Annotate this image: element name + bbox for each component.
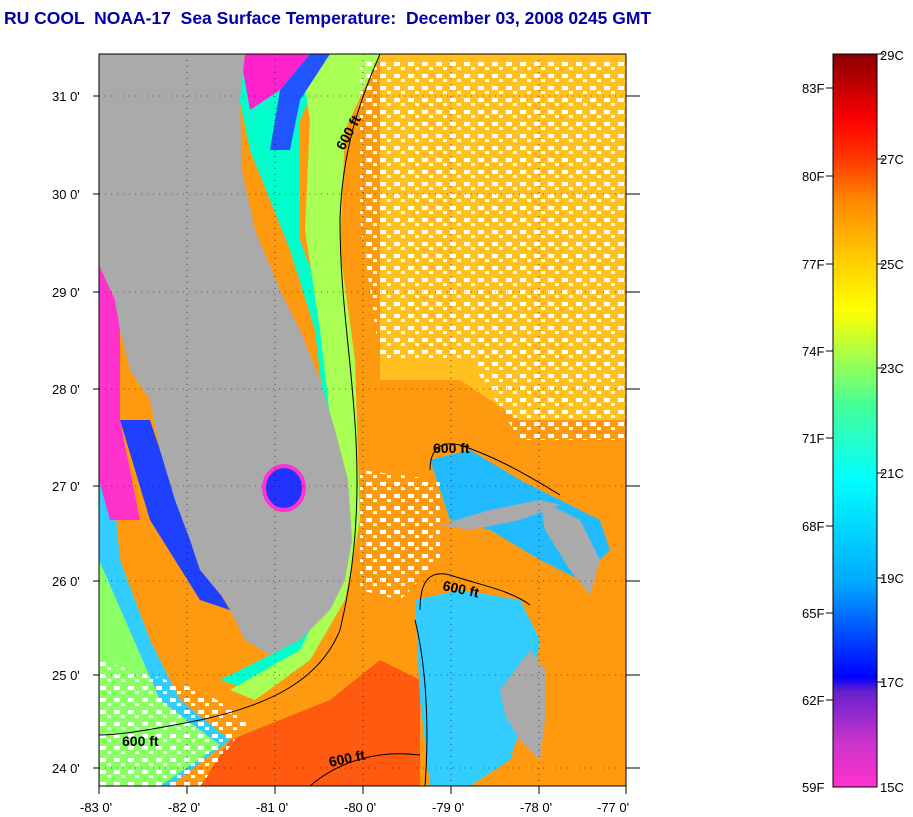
- bahamas-south-cool: [415, 590, 540, 786]
- colorbar-c-29: 29C: [880, 48, 904, 63]
- axis-frame: [93, 54, 640, 794]
- colorbar-f-83: 83F: [802, 81, 824, 96]
- isobath-600ft-straits: [414, 619, 428, 786]
- cloud-field-north: [360, 60, 626, 440]
- lon-label-81: -81 0': [256, 800, 288, 815]
- isobath-600ft-south: [309, 753, 421, 786]
- lon-label-78: -78 0': [520, 800, 552, 815]
- colorbar-c-21: 21C: [880, 466, 904, 481]
- colorbar-c-15: 15C: [880, 780, 904, 795]
- lon-label-80: -80 0': [344, 800, 376, 815]
- lon-label-83: -83 0': [80, 800, 112, 815]
- lat-label-27: 27 0': [52, 479, 80, 494]
- colorbar-c-27: 27C: [880, 152, 904, 167]
- northern-magenta-patch: [240, 54, 310, 110]
- grand-bahama-island: [440, 500, 560, 530]
- map-title: RU COOL NOAA-17 Sea Surface Temperature:…: [4, 8, 652, 28]
- contour-label-west: 600 ft: [122, 733, 159, 749]
- lat-label-26: 26 0': [52, 574, 80, 589]
- isobath-600ft-bahamas-north: [429, 443, 561, 496]
- colorbar-ticks: [826, 53, 884, 701]
- lake-okeechobee: [264, 466, 304, 510]
- lon-label-79: -79 0': [432, 800, 464, 815]
- colorbar-f-71: 71F: [802, 431, 824, 446]
- northern-blue-patch: [270, 54, 330, 150]
- colorbar-c-23: 23C: [880, 361, 904, 376]
- lake-okeechobee-rim: [262, 464, 306, 512]
- map-panel: [99, 54, 626, 786]
- colorbar-gradient: [832, 53, 878, 788]
- lat-label-30: 30 0': [52, 187, 80, 202]
- lat-label-24: 24 0': [52, 761, 80, 776]
- colorbar-f-80: 80F: [802, 169, 824, 184]
- andros-island: [500, 650, 545, 760]
- lat-label-29: 29 0': [52, 285, 80, 300]
- abaco-island: [540, 500, 600, 595]
- isobath-600ft-bahamas-south: [419, 573, 531, 611]
- latitude-labels: 31 0' 30 0' 29 0' 28 0' 27 0' 26 0' 25 0…: [52, 89, 80, 776]
- lat-label-25: 25 0': [52, 668, 80, 683]
- colorbar-f-59: 59F: [802, 780, 824, 795]
- east-coast-cold-band: [220, 54, 350, 690]
- colorbar-f-74: 74F: [802, 344, 824, 359]
- colorbar-f-65: 65F: [802, 606, 824, 621]
- lon-label-82: -82 0': [168, 800, 200, 815]
- colorbar-f-77: 77F: [802, 257, 824, 272]
- contour-label-south: 600 ft: [327, 747, 366, 770]
- colorbar-c-19: 19C: [880, 571, 904, 586]
- lat-label-28: 28 0': [52, 382, 80, 397]
- contour-label-bahamas: 600 ft: [433, 440, 470, 456]
- colorbar-c-25: 25C: [880, 257, 904, 272]
- lat-label-31: 31 0': [52, 89, 80, 104]
- colorbar-f-62: 62F: [802, 693, 824, 708]
- gulf-coastal-cold: [99, 262, 140, 520]
- graticule: [99, 54, 626, 786]
- isobath-600ft-florida: [99, 54, 381, 736]
- colorbar-f-68: 68F: [802, 519, 824, 534]
- cloud-field-south: [99, 660, 250, 786]
- cloud-field-central: [360, 470, 440, 600]
- colorbar-c-17: 17C: [880, 675, 904, 690]
- colorbar: 83F 80F 77F 74F 71F 68F 65F 62F 59F 29C …: [802, 48, 904, 795]
- gulf-coastal-blue: [120, 420, 230, 610]
- straits-warm-region: [200, 660, 420, 786]
- lon-label-77: -77 0': [597, 800, 629, 815]
- longitude-labels: -83 0' -82 0' -81 0' -80 0' -79 0' -78 0…: [80, 800, 629, 815]
